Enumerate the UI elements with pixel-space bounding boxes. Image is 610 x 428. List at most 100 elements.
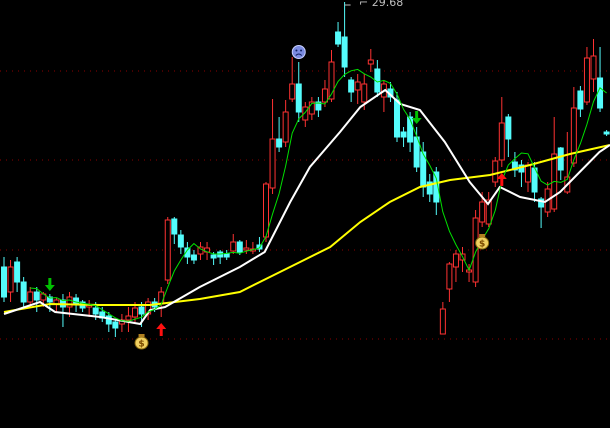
candle — [276, 117, 283, 152]
candle-body — [492, 160, 499, 183]
candle — [282, 100, 289, 147]
ma-long-line — [3, 144, 610, 313]
candle — [433, 167, 440, 215]
candle-body — [557, 147, 564, 171]
candle — [158, 287, 165, 317]
candle-body — [433, 171, 440, 203]
sad-face-icon — [291, 45, 306, 59]
candle — [223, 250, 230, 260]
candle-body — [348, 79, 355, 93]
candle-body — [361, 83, 368, 103]
ma-mid-line — [3, 88, 610, 326]
candle-body — [400, 131, 407, 138]
money-bag-symbol: $ — [138, 340, 144, 350]
candle — [217, 250, 224, 264]
candle — [302, 102, 309, 127]
candle — [230, 234, 237, 254]
candle — [400, 127, 407, 147]
candle — [341, 2, 348, 77]
candle — [492, 157, 499, 187]
candle — [289, 57, 296, 102]
candle — [112, 320, 119, 337]
candle-body — [269, 138, 276, 189]
candle-body — [446, 263, 453, 290]
candle-body — [328, 61, 335, 100]
candle-body — [394, 99, 400, 138]
candle-body — [46, 296, 53, 303]
candle — [308, 97, 315, 120]
candle-body — [597, 77, 604, 109]
candle-body — [570, 107, 577, 164]
candle-body — [452, 253, 459, 268]
candle — [367, 49, 374, 72]
candle-body — [505, 116, 512, 140]
candle — [570, 87, 577, 167]
candle-body — [177, 234, 184, 248]
candle-body — [282, 111, 289, 143]
candle — [243, 240, 250, 254]
candle-body — [498, 122, 505, 161]
sad-face-mouth — [295, 53, 303, 56]
candle — [557, 147, 564, 180]
candle-body — [20, 281, 27, 303]
candle-body — [276, 138, 283, 148]
candle-body — [105, 315, 112, 325]
candle — [295, 62, 302, 122]
candle-body — [439, 308, 446, 335]
candle-body — [210, 254, 217, 259]
candle — [66, 292, 73, 317]
candle-body — [33, 291, 40, 301]
candle — [190, 250, 197, 264]
money-bag-tie — [138, 334, 145, 337]
candle — [321, 80, 328, 107]
candle — [7, 260, 14, 302]
candle — [485, 192, 492, 227]
candle — [577, 86, 584, 117]
candle-body — [223, 253, 230, 258]
candle — [59, 294, 66, 327]
candle — [171, 217, 178, 244]
candle — [348, 77, 355, 102]
candle — [1, 257, 7, 302]
candle-body — [590, 55, 597, 80]
candle — [472, 210, 479, 287]
candle — [590, 39, 597, 92]
candle-body — [125, 315, 132, 321]
candle-body — [341, 36, 348, 68]
candle — [439, 302, 446, 335]
candle — [263, 182, 269, 242]
candle-body — [66, 296, 73, 308]
candle — [335, 22, 342, 47]
candle-body — [321, 88, 328, 103]
candle — [105, 312, 112, 332]
candle — [328, 50, 335, 102]
candle-body — [236, 241, 243, 253]
money-bag-tie — [479, 234, 486, 237]
candle — [20, 277, 27, 307]
candle-body — [190, 254, 197, 261]
candle — [583, 47, 590, 105]
candle — [197, 242, 204, 260]
candle-body — [603, 131, 610, 135]
ma-short-line — [30, 68, 607, 322]
candle-body — [27, 291, 34, 303]
candle-body — [164, 219, 171, 281]
candle — [380, 80, 387, 112]
candle-body — [184, 247, 191, 258]
sad-face-eye — [300, 49, 303, 52]
candle-body — [354, 81, 361, 91]
candle-body — [479, 201, 486, 223]
candle — [374, 60, 381, 97]
high-label-leader: ⌐ — [359, 0, 372, 9]
candle-body — [407, 116, 414, 143]
green-down-arrow-icon — [411, 111, 422, 124]
candle-body — [158, 291, 165, 305]
candle-body — [308, 101, 315, 115]
candle — [511, 152, 518, 177]
candle — [446, 262, 453, 302]
candle-body — [230, 241, 237, 252]
candle — [315, 97, 322, 117]
candle-body — [132, 307, 138, 318]
